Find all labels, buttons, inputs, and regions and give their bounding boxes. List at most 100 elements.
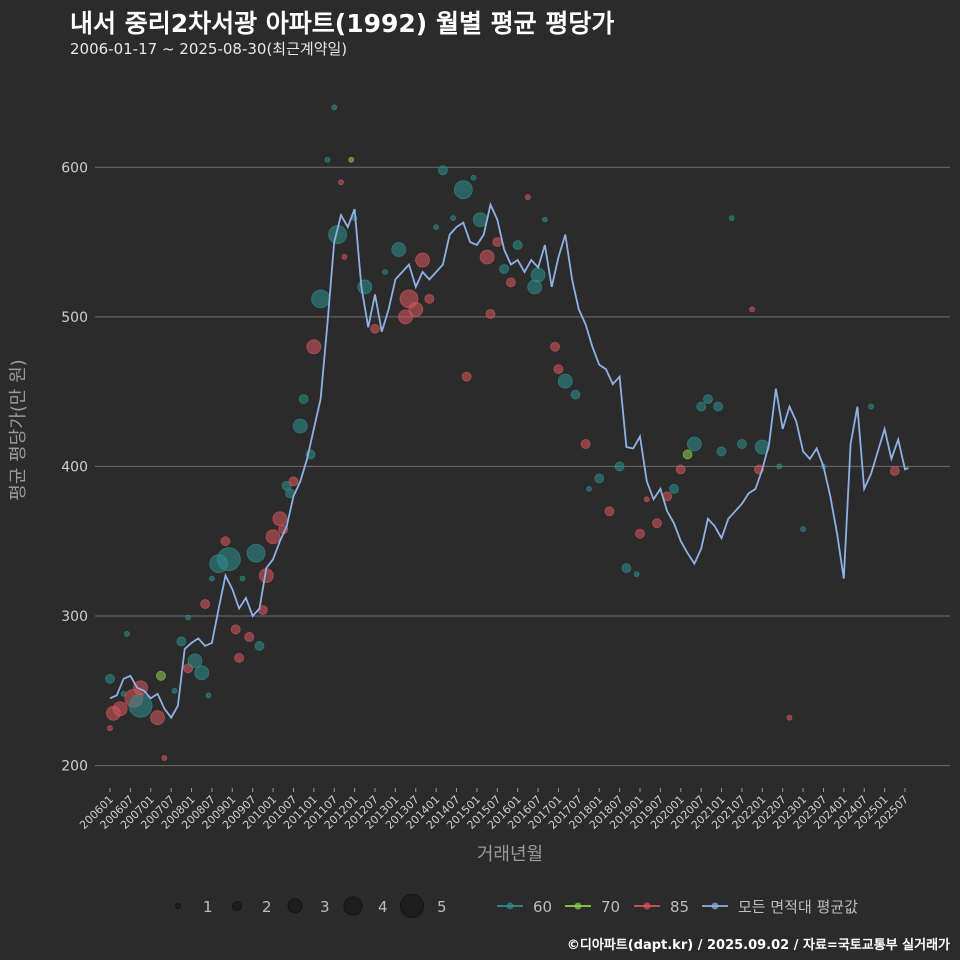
- scatter-point-60-100: [737, 439, 747, 449]
- scatter-point-60-78: [557, 373, 573, 389]
- y-axis-title: 평균 평당가(만 원): [8, 359, 29, 500]
- legend: 1 2 3 4 5 60 70 85 모든 면적대 평균값: [175, 894, 858, 918]
- scatter-point-85-80: [580, 439, 591, 449]
- scatter-point-85-105: [786, 714, 793, 721]
- x-tick-labels: 2006012006072007012007072008012008072009…: [77, 788, 911, 832]
- scatter-point-60-99: [728, 215, 735, 222]
- scatter-point-85-22: [220, 536, 231, 547]
- scatter-point-85-46: [338, 179, 344, 186]
- scatter-points: [105, 104, 900, 761]
- scatter-point-70-10: [156, 670, 166, 681]
- scatter-point-60-62: [453, 180, 473, 200]
- scatter-point-60-16: [187, 653, 203, 669]
- legend-swatch-dot-70: [574, 902, 582, 910]
- scatter-point-85-68: [492, 237, 503, 247]
- scatter-point-85-3: [112, 701, 128, 717]
- scatter-point-60-85: [621, 563, 632, 574]
- legend-label-85: 85: [670, 898, 689, 916]
- scatter-point-60-86: [633, 571, 640, 578]
- scatter-point-60-94: [686, 436, 702, 452]
- scatter-point-85-32: [265, 529, 281, 545]
- scatter-point-60-43: [324, 156, 331, 163]
- legend-size-label-3: 3: [320, 898, 330, 916]
- scatter-point-60-75: [541, 216, 548, 223]
- scatter-point-60-69: [499, 264, 510, 274]
- scatter-point-60-108: [868, 403, 874, 410]
- scatter-point-85-92: [675, 464, 686, 475]
- scatter-point-60-26: [239, 575, 246, 582]
- scatter-point-60-38: [292, 418, 308, 434]
- scatter-point-85-58: [424, 293, 435, 304]
- scatter-point-85-9: [150, 710, 165, 726]
- scatter-point-60-61: [450, 215, 457, 222]
- scatter-point-85-1: [107, 725, 113, 732]
- scatter-point-85-72: [524, 194, 531, 201]
- scatter-point-85-24: [230, 624, 241, 635]
- scatter-point-85-67: [485, 308, 496, 319]
- scatter-point-85-37: [288, 476, 299, 487]
- chart-title: 내서 중리2차서광 아파트(1992) 월별 평균 평당가: [70, 9, 615, 38]
- y-tick-labels: 200 300 400 500 600: [61, 160, 88, 774]
- scatter-point-70-93: [682, 449, 693, 460]
- scatter-point-60-15: [185, 614, 192, 621]
- scatter-point-60-28: [246, 543, 266, 563]
- scatter-point-85-25: [234, 652, 245, 663]
- scatter-point-60-13: [176, 636, 187, 647]
- scatter-point-85-63: [461, 371, 472, 382]
- scatter-point-60-5: [124, 631, 130, 637]
- scatter-point-60-103: [754, 439, 770, 455]
- scatter-point-60-59: [433, 224, 440, 230]
- legend-swatch-dot-avg: [711, 902, 719, 910]
- scatter-point-85-51: [370, 323, 380, 334]
- scatter-point-60-12: [171, 687, 178, 694]
- y-tick-500: 500: [61, 310, 88, 326]
- avg-series-line: [109, 201, 909, 720]
- scatter-point-85-76: [550, 341, 560, 352]
- scatter-point-60-71: [512, 240, 523, 250]
- scatter-point-60-91: [669, 483, 679, 494]
- scatter-point-60-79: [570, 389, 581, 400]
- legend-size-dot-5: [400, 894, 424, 918]
- scatter-point-85-11: [161, 755, 168, 761]
- scatter-point-60-23: [217, 547, 241, 572]
- scatter-point-85-77: [553, 364, 564, 375]
- scatter-point-60-60: [438, 165, 448, 176]
- scatter-point-60-53: [391, 242, 407, 257]
- scatter-point-60-81: [586, 485, 592, 492]
- y-tick-600: 600: [61, 160, 88, 176]
- scatter-point-85-66: [479, 249, 495, 265]
- scatter-point-85-109: [889, 466, 900, 476]
- legend-size-dot-2: [232, 901, 242, 911]
- scatter-point-60-19: [205, 692, 212, 699]
- scatter-point-85-56: [408, 301, 424, 317]
- scatter-point-60-39: [298, 394, 309, 405]
- scatter-point-60-7: [128, 693, 153, 718]
- scatter-point-85-89: [652, 518, 662, 529]
- scatter-point-85-101: [749, 306, 756, 313]
- scatter-point-60-17: [194, 665, 210, 681]
- scatter-point-85-83: [604, 506, 615, 517]
- scatter-point-85-41: [306, 339, 322, 355]
- scatter-point-85-18: [200, 599, 211, 609]
- legend-size-dot-4: [343, 896, 363, 916]
- legend-size-dot-3: [287, 898, 303, 914]
- legend-size-label-5: 5: [437, 898, 447, 916]
- scatter-point-85-70: [505, 277, 516, 288]
- scatter-point-60-96: [703, 394, 713, 405]
- y-tick-200: 200: [61, 759, 88, 775]
- scatter-point-85-54: [398, 309, 413, 325]
- legend-swatch-dot-85: [643, 902, 651, 910]
- gridlines: [95, 166, 950, 767]
- scatter-point-60-44: [331, 104, 338, 111]
- legend-size-label-1: 1: [203, 898, 213, 916]
- scatter-point-60-50: [357, 279, 373, 295]
- scatter-point-60-84: [614, 461, 625, 472]
- y-tick-300: 300: [61, 609, 88, 625]
- scatter-point-60-104: [776, 463, 783, 470]
- legend-label-60: 60: [533, 898, 552, 916]
- source-caption: ©디아파트(dapt.kr) / 2025.09.02 / 자료=국토교통부 실…: [566, 938, 950, 953]
- legend-swatch-dot-60: [506, 902, 514, 910]
- scatter-point-60-42: [311, 289, 331, 309]
- scatter-point-60-98: [716, 446, 727, 457]
